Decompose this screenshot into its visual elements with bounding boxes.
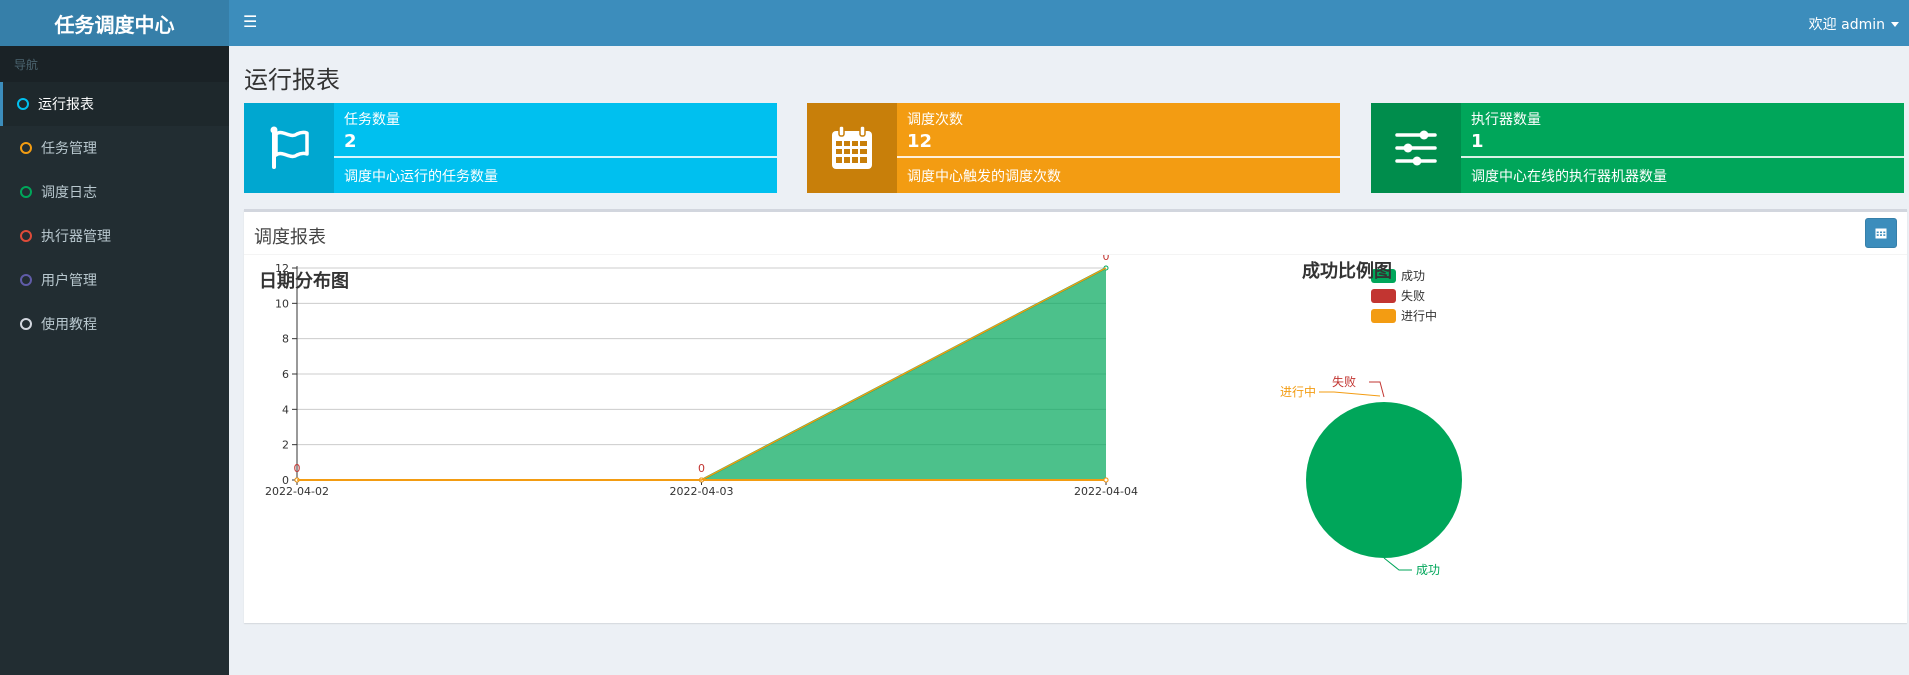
top-navbar: 任务调度中心 ☰ 欢迎 admin [0,0,1909,46]
sidebar-item-label: 任务管理 [41,141,97,157]
legend-label: 成功 [1401,269,1426,283]
sidebar-item-jobs[interactable]: 任务管理 [0,126,229,170]
stat-label: 任务数量 [344,112,400,128]
stat-label: 执行器数量 [1471,112,1541,128]
stat-label: 调度次数 [907,112,963,128]
sidebar-item-label: 使用教程 [41,317,97,333]
stat-box-triggers: 调度次数 12 调度中心触发的调度次数 [807,103,1340,193]
y-tick-label: 8 [282,333,289,346]
date-filter-button[interactable] [1865,218,1897,248]
pie-legend-success[interactable]: 成功 [1371,267,1425,284]
pie-legend-running[interactable]: 进行中 [1371,307,1437,324]
data-label: 0 [1103,255,1110,263]
sidebar-item-logs[interactable]: 调度日志 [0,170,229,214]
sidebar: 导航 运行报表 任务管理 调度日志 执行器管理 用户管理 使用教程 [0,46,229,675]
pie-label-line-running [1319,391,1381,397]
data-point [1103,477,1109,483]
y-tick-label: 10 [275,297,289,310]
legend-label: 失败 [1401,289,1426,303]
sidebar-item-users[interactable]: 用户管理 [0,258,229,302]
report-panel-header: 调度报表 [244,212,1907,255]
x-tick-label: 2022-04-04 [1074,485,1138,498]
stat-description: 调度中心在线的执行器机器数量 [1471,169,1667,185]
data-label: 0 [294,462,301,475]
calendar-icon [1875,228,1887,239]
stat-progress-bar [897,156,1340,158]
sidebar-item-executors[interactable]: 执行器管理 [0,214,229,258]
caret-down-icon [1891,21,1899,27]
legend-label: 进行中 [764,255,797,256]
pie-slice-success[interactable] [1306,402,1462,558]
sidebar-toggle-icon[interactable]: ☰ [243,12,258,31]
line-chart-title: 日期分布图 [259,271,349,292]
legend-swatch [1371,288,1396,303]
stat-description: 调度中心触发的调度次数 [907,169,1061,185]
legend-swatch [1371,268,1396,283]
legend-label: 失败 [702,255,724,256]
legend-swatch [1371,308,1396,323]
stat-description: 调度中心运行的任务数量 [344,169,498,185]
circle-icon [20,186,32,198]
user-menu[interactable]: 欢迎 admin [1809,14,1899,34]
pie-label-success: 成功 [1416,563,1440,577]
stat-box-executors: 执行器数量 1 调度中心在线的执行器机器数量 [1371,103,1904,193]
report-panel: 调度报表 日期分布图 0 2 4 6 8 10 12 2022-04-02 2022-04-03… [244,209,1907,623]
stat-box-jobs: 任务数量 2 调度中心运行的任务数量 [244,103,777,193]
stat-progress-bar [334,156,777,158]
sidebar-item-label: 执行器管理 [41,229,111,245]
pie-chart-title: 成功比例图 [1302,261,1392,282]
sidebar-header: 导航 [0,46,229,82]
legend-label: 成功 [640,255,662,256]
data-label: 0 [698,462,705,475]
y-tick-label: 4 [282,403,289,416]
line-series-overlay [297,267,1107,481]
report-panel-title: 调度报表 [254,227,326,248]
y-tick-label: 6 [282,368,289,381]
stat-value: 2 [344,131,357,152]
stat-progress-bar [1461,156,1904,158]
pie-label-line-success [1383,557,1412,571]
calendar-icon [807,103,897,193]
circle-icon [17,98,29,110]
sliders-icon [1371,103,1461,193]
sidebar-item-help[interactable]: 使用教程 [0,302,229,346]
circle-icon [20,142,32,154]
circle-icon [20,318,32,330]
circle-icon [20,230,32,242]
sidebar-item-label: 运行报表 [38,97,94,113]
pie-legend-fail[interactable]: 失败 [1371,287,1425,304]
y-tick-label: 2 [282,439,289,452]
pie-label-line-fail [1369,381,1385,398]
page-title: 运行报表 [244,66,340,94]
y-tick-label: 12 [275,262,289,275]
sidebar-item-report[interactable]: 运行报表 [0,82,229,126]
pie-label-fail: 失败 [1332,374,1356,389]
legend-label: 进行中 [1401,309,1438,323]
sidebar-item-label: 调度日志 [41,185,97,201]
pie-label-running: 进行中 [1280,384,1316,399]
area-0 [297,268,1106,480]
flag-icon [244,103,334,193]
sidebar-item-label: 用户管理 [41,273,97,289]
x-tick-label: 2022-04-03 [670,485,734,498]
stat-value: 1 [1471,131,1484,152]
y-tick-label: 0 [282,474,289,487]
circle-icon [20,274,32,286]
pie-chart: 失败 进行中 成功 [1280,374,1462,577]
app-logo[interactable]: 任务调度中心 [0,0,229,46]
stat-value: 12 [907,131,933,152]
x-tick-label: 2022-04-02 [265,485,329,498]
user-menu-label: 欢迎 admin [1808,17,1885,33]
